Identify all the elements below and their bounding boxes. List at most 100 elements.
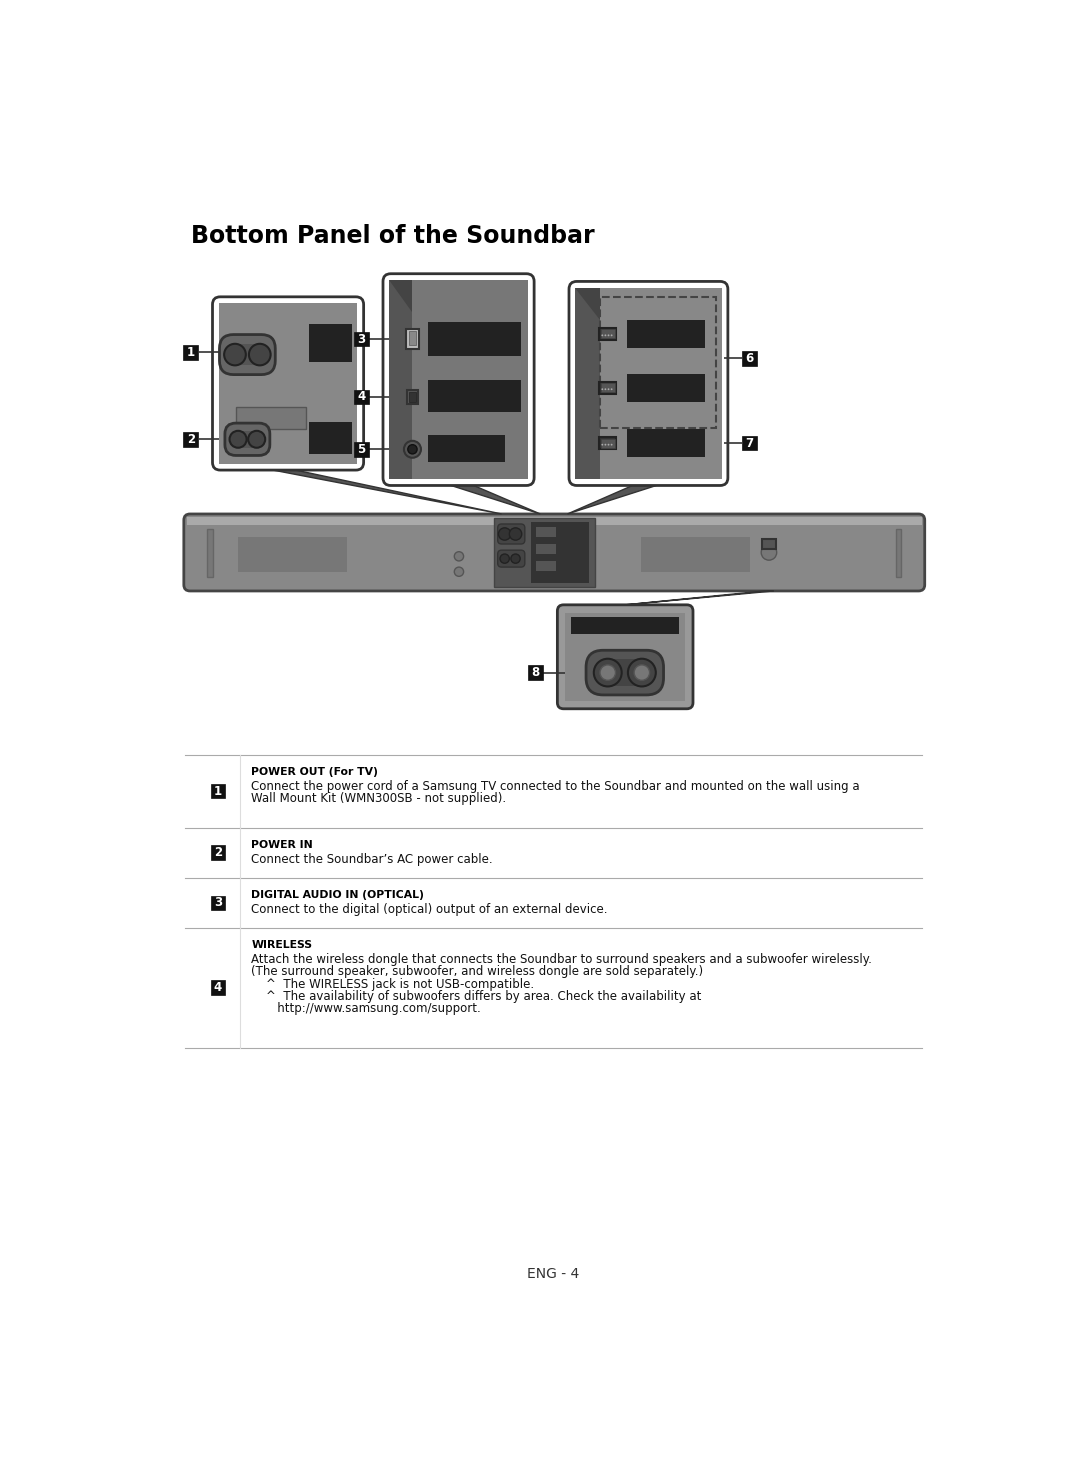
Bar: [354, 442, 368, 457]
Polygon shape: [567, 485, 657, 515]
Bar: [235, 407, 306, 429]
Bar: [537, 561, 556, 571]
Circle shape: [605, 334, 606, 336]
Circle shape: [627, 658, 656, 686]
Bar: [218, 303, 357, 464]
Circle shape: [499, 528, 511, 540]
FancyBboxPatch shape: [225, 423, 270, 456]
Text: POWER IN: POWER IN: [252, 840, 313, 849]
Text: 3: 3: [214, 896, 222, 910]
Text: Connect the power cord of a Samsung TV connected to the Soundbar and mounted on : Connect the power cord of a Samsung TV c…: [252, 779, 860, 793]
Circle shape: [610, 444, 612, 445]
Circle shape: [230, 430, 246, 448]
Bar: [211, 784, 226, 799]
Bar: [211, 981, 226, 995]
Text: 2: 2: [214, 846, 222, 859]
Bar: [428, 380, 521, 413]
Circle shape: [608, 389, 609, 390]
Text: 6: 6: [745, 352, 754, 365]
Circle shape: [510, 528, 522, 540]
Circle shape: [600, 666, 616, 680]
Polygon shape: [576, 287, 600, 319]
Circle shape: [602, 444, 604, 445]
Bar: [627, 319, 704, 348]
FancyBboxPatch shape: [569, 281, 728, 485]
Bar: [309, 324, 352, 362]
Text: 1: 1: [214, 785, 222, 797]
Circle shape: [605, 444, 606, 445]
Bar: [309, 422, 352, 454]
Bar: [642, 537, 750, 572]
Circle shape: [455, 566, 463, 577]
Circle shape: [500, 555, 510, 563]
Text: ^  The availability of subwoofers differs by area. Check the availability at: ^ The availability of subwoofers differs…: [252, 989, 702, 1003]
Bar: [742, 351, 757, 365]
Bar: [354, 331, 368, 346]
Bar: [184, 432, 198, 447]
Bar: [187, 518, 921, 525]
Bar: [608, 658, 642, 686]
Circle shape: [248, 430, 266, 448]
Bar: [742, 436, 757, 451]
Text: WIRELESS: WIRELESS: [252, 939, 312, 950]
Bar: [528, 666, 543, 680]
Bar: [599, 436, 617, 450]
Bar: [576, 287, 721, 479]
Bar: [600, 438, 615, 448]
Bar: [494, 518, 595, 587]
Text: Connect to the digital (optical) output of an external device.: Connect to the digital (optical) output …: [252, 902, 608, 916]
Text: Connect the Soundbar’s AC power cable.: Connect the Soundbar’s AC power cable.: [252, 853, 492, 865]
Bar: [599, 382, 617, 393]
FancyBboxPatch shape: [184, 515, 924, 592]
Circle shape: [605, 389, 606, 390]
Text: 1: 1: [187, 346, 194, 359]
Circle shape: [608, 334, 609, 336]
Polygon shape: [273, 470, 501, 515]
Bar: [389, 280, 413, 479]
Circle shape: [634, 666, 649, 680]
Circle shape: [225, 343, 246, 365]
FancyBboxPatch shape: [213, 297, 364, 470]
FancyBboxPatch shape: [586, 651, 663, 695]
Text: Bottom Panel of the Soundbar: Bottom Panel of the Soundbar: [191, 223, 594, 247]
Bar: [408, 331, 416, 345]
Bar: [184, 345, 198, 359]
FancyBboxPatch shape: [498, 524, 525, 544]
Bar: [211, 895, 226, 910]
Text: 7: 7: [745, 436, 754, 450]
Bar: [409, 392, 416, 402]
FancyBboxPatch shape: [383, 274, 535, 485]
Bar: [627, 374, 704, 402]
Text: 4: 4: [214, 981, 222, 994]
Polygon shape: [389, 280, 413, 312]
Circle shape: [602, 334, 604, 336]
Bar: [600, 297, 716, 427]
Text: Attach the wireless dongle that connects the Soundbar to surround speakers and a: Attach the wireless dongle that connects…: [252, 952, 873, 966]
Text: Wall Mount Kit (WMN300SB - not supplied).: Wall Mount Kit (WMN300SB - not supplied)…: [252, 791, 507, 805]
Bar: [407, 390, 418, 404]
Circle shape: [511, 555, 521, 563]
Circle shape: [610, 334, 612, 336]
Bar: [207, 529, 213, 577]
Bar: [762, 540, 775, 549]
Circle shape: [761, 544, 777, 561]
Bar: [238, 430, 257, 448]
Text: 5: 5: [357, 442, 365, 456]
FancyBboxPatch shape: [219, 334, 275, 374]
Bar: [235, 343, 260, 365]
Text: 3: 3: [357, 333, 365, 346]
Polygon shape: [625, 592, 773, 605]
Circle shape: [608, 444, 609, 445]
Circle shape: [602, 389, 604, 390]
Bar: [571, 617, 679, 634]
Bar: [406, 330, 419, 349]
Bar: [211, 846, 226, 861]
Bar: [599, 328, 617, 340]
Bar: [627, 429, 704, 457]
Circle shape: [594, 658, 622, 686]
Text: http://www.samsung.com/support.: http://www.samsung.com/support.: [252, 1003, 481, 1015]
Bar: [576, 287, 600, 479]
Text: 2: 2: [187, 433, 194, 445]
Circle shape: [455, 552, 463, 561]
Text: ENG - 4: ENG - 4: [527, 1268, 580, 1281]
